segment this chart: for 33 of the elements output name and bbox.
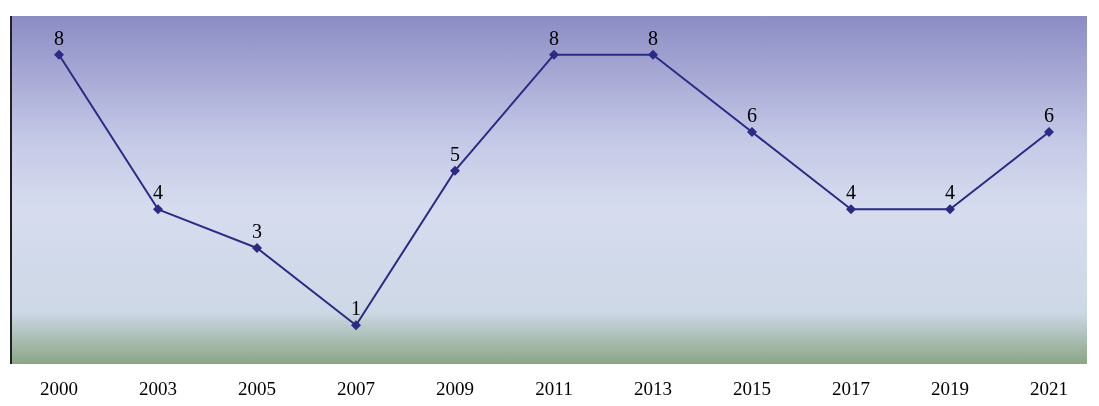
data-label: 6 [1044, 104, 1054, 126]
x-tick-label: 2017 [832, 378, 870, 400]
point [747, 127, 757, 137]
point [549, 49, 559, 60]
data-label: 4 [945, 181, 955, 204]
point [846, 204, 856, 215]
data-label: 8 [549, 26, 559, 49]
x-tick-label: 2015 [733, 378, 771, 400]
point [648, 49, 658, 60]
point [351, 320, 361, 331]
data-label: 4 [153, 181, 163, 204]
data-label: 8 [648, 26, 658, 49]
x-tick-label: 2000 [40, 378, 78, 400]
x-tick-label: 2011 [535, 378, 573, 400]
point [252, 243, 262, 253]
x-tick-label: 2021 [1030, 378, 1068, 400]
point [945, 204, 955, 215]
data-label: 5 [450, 142, 460, 165]
data-label: 3 [252, 220, 262, 242]
data-label: 1 [351, 297, 361, 320]
point [1044, 127, 1054, 137]
x-tick-label: 2019 [931, 378, 969, 400]
x-tick-label: 2005 [238, 378, 276, 400]
x-tick-label: 2003 [139, 378, 177, 400]
data-label: 6 [747, 104, 757, 126]
x-tick-label: 2013 [634, 378, 672, 400]
data-label: 4 [846, 181, 856, 204]
x-tick-label: 2007 [337, 378, 375, 400]
data-label: 8 [54, 26, 64, 49]
x-tick-label: 2009 [436, 378, 474, 400]
point [54, 49, 64, 60]
point [450, 165, 460, 176]
point [153, 204, 163, 215]
